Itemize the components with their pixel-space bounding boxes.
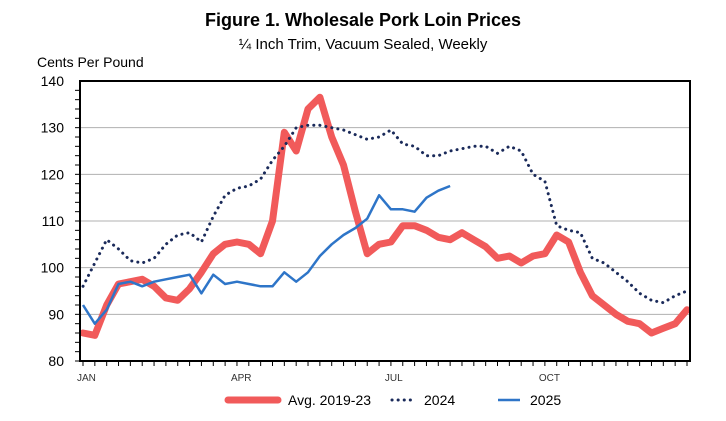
y-tick-label: 130	[41, 120, 65, 136]
y-tick-label: 80	[48, 353, 64, 369]
x-tick-label: JAN	[77, 373, 96, 384]
legend-label: Avg. 2019-23	[288, 392, 371, 408]
chart-subtitle: ¼ Inch Trim, Vacuum Sealed, Weekly	[239, 36, 488, 53]
x-tick-label: OCT	[539, 373, 560, 384]
x-axis-ticks: JAN APR JUL OCT	[77, 361, 688, 384]
y-tick-label: 120	[41, 166, 65, 182]
x-tick-label: JUL	[385, 373, 403, 384]
series-line-2025	[81, 184, 451, 325]
y-axis-ticks: 80 90 100 110 120 130 140	[41, 73, 80, 369]
chart-title: Figure 1. Wholesale Pork Loin Prices	[205, 10, 521, 30]
y-tick-label: 90	[48, 306, 64, 322]
legend-label: 2024	[424, 392, 455, 408]
series-line-2024	[81, 123, 689, 305]
y-tick-label: 140	[41, 73, 65, 89]
legend: Avg. 2019-23 2024 2025	[224, 392, 561, 408]
x-tick-label: APR	[231, 373, 252, 384]
plot-frame	[79, 80, 691, 362]
y-tick-label: 100	[41, 260, 65, 276]
y-tick-label: 110	[42, 213, 65, 229]
series-lines	[79, 93, 691, 339]
gridlines	[80, 127, 690, 315]
y-axis-label: Cents Per Pound	[37, 54, 144, 70]
series-line-avg-2019-23	[79, 93, 691, 339]
legend-label: 2025	[530, 392, 561, 408]
